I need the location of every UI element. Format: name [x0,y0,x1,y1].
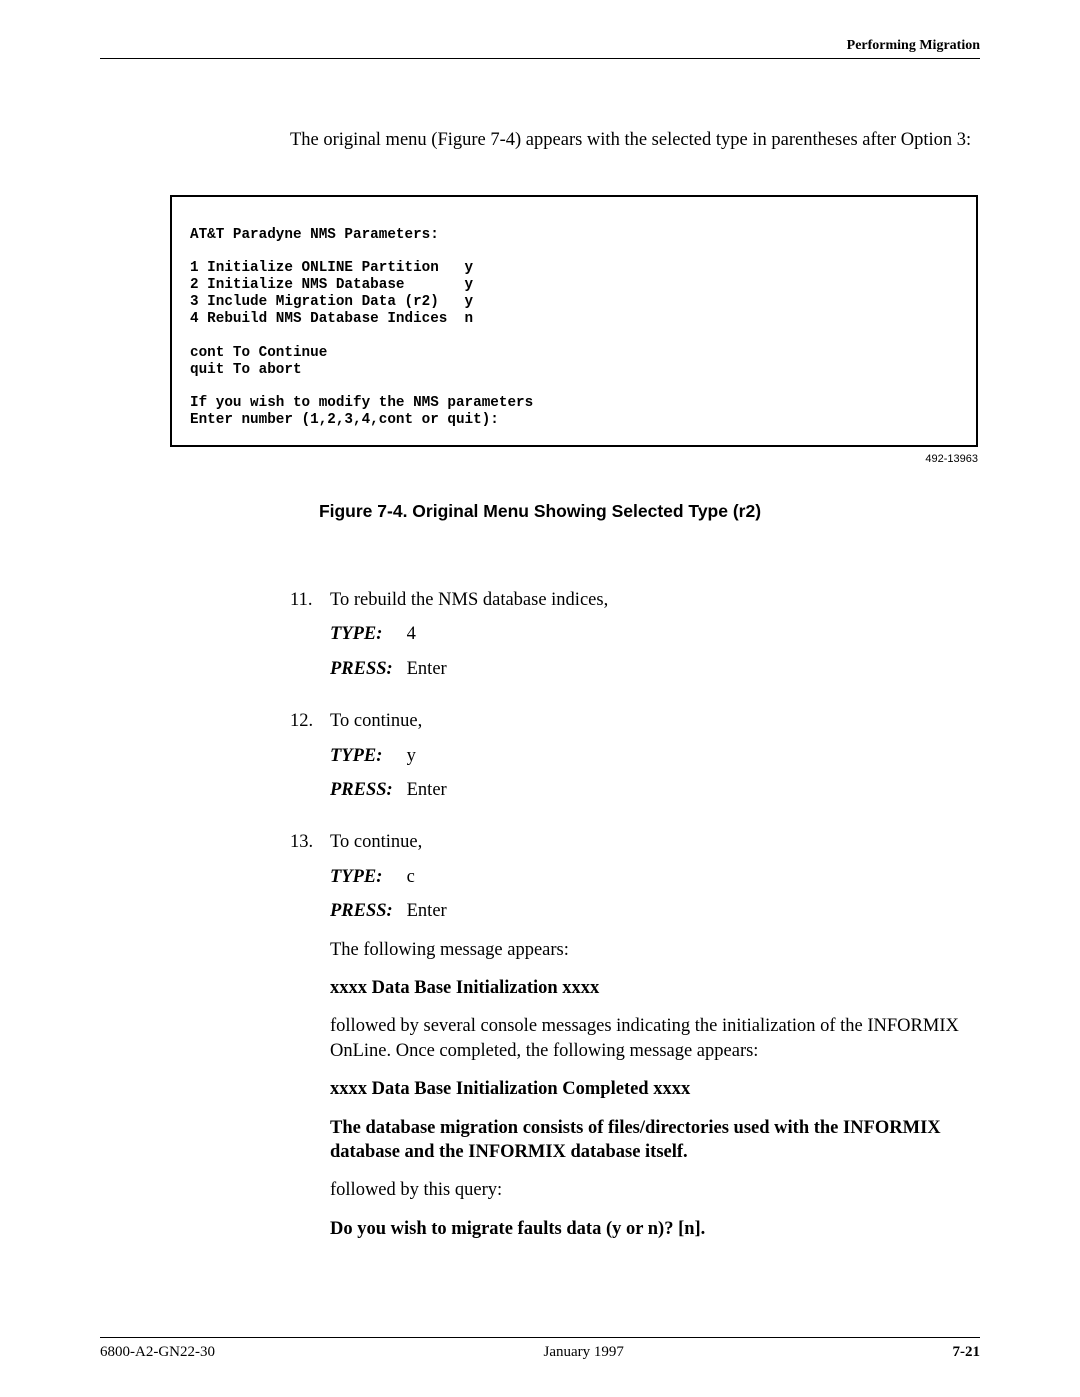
header-rule [100,58,980,59]
step-type-line: TYPE: 4 [330,622,980,646]
step-paragraph: The following message appears: [330,938,980,962]
step-paragraph: followed by several console messages ind… [330,1014,980,1063]
intro-paragraph: The original menu (Figure 7-4) appears w… [290,129,980,153]
type-label: TYPE: [330,865,402,889]
page: Performing Migration The original menu (… [0,0,1080,1397]
footer-page-number: 7-21 [952,1344,980,1361]
figure-caption: Figure 7-4. Original Menu Showing Select… [100,501,980,522]
step-type-line: TYPE: c [330,865,980,889]
step-lead: To continue, [330,709,980,733]
step-lead: To continue, [330,830,980,854]
page-footer: 6800-A2-GN22-30 January 1997 7-21 [100,1337,980,1361]
step-paragraph: xxxx Data Base Initialization Completed … [330,1077,980,1101]
footer-left: 6800-A2-GN22-30 [100,1344,215,1361]
step-paragraph: xxxx Data Base Initialization xxxx [330,976,980,1000]
step-press-line: PRESS: Enter [330,778,980,802]
step-paragraph: followed by this query: [330,1178,980,1202]
type-label: TYPE: [330,744,402,768]
step-press-line: PRESS: Enter [330,657,980,681]
step-number: 11. [290,588,312,612]
press-label: PRESS: [330,657,402,681]
step-type-line: TYPE: y [330,744,980,768]
footer-rule [100,1337,980,1338]
steps-list: 11. To rebuild the NMS database indices, T… [290,588,980,1241]
type-label: TYPE: [330,622,402,646]
terminal-box: AT&T Paradyne NMS Parameters: 1 Initiali… [170,195,978,447]
footer-center: January 1997 [544,1344,624,1361]
footer-row: 6800-A2-GN22-30 January 1997 7-21 [100,1344,980,1361]
step-number: 12. [290,709,313,733]
press-label: PRESS: [330,778,402,802]
step-item: 13. To continue, TYPE: c PRESS: Enter The fo… [290,830,980,1241]
press-label: PRESS: [330,899,402,923]
figure-id: 492-13963 [100,453,978,465]
step-item: 12. To continue, TYPE: y PRESS: Enter [290,709,980,802]
step-paragraph: The database migration consists of files… [330,1116,980,1165]
step-item: 11. To rebuild the NMS database indices, T… [290,588,980,681]
step-paragraph: Do you wish to migrate faults data (y or… [330,1217,980,1241]
step-press-line: PRESS: Enter [330,899,980,923]
step-lead: To rebuild the NMS database indices, [330,588,980,612]
step-number: 13. [290,830,313,854]
header-section-title: Performing Migration [100,38,980,54]
